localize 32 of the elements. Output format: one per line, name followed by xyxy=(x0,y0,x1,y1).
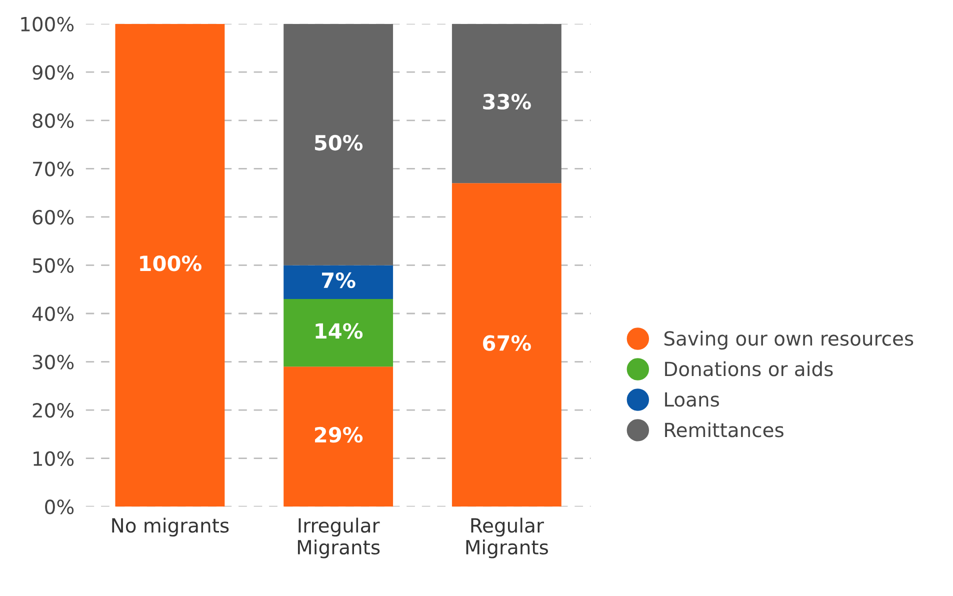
y-tick-label: 70% xyxy=(33,162,74,176)
x-tick-label: Irregular Migrants xyxy=(298,518,380,558)
bar xyxy=(452,24,562,184)
bar xyxy=(284,366,394,507)
legend-label: Saving our own resources xyxy=(664,330,914,350)
y-tick-label: 50% xyxy=(32,258,74,273)
bar xyxy=(284,265,394,300)
y-tick-label: 90% xyxy=(32,65,74,80)
x-tick-label: Regular Migrants xyxy=(466,518,548,558)
data-label: 29% xyxy=(315,426,363,443)
y-tick-label: 0% xyxy=(45,500,74,514)
data-label: 7% xyxy=(322,272,356,288)
bar xyxy=(284,299,394,367)
x-tick-label: No migrants xyxy=(112,518,229,537)
legend-label: Donations or aids xyxy=(665,361,833,376)
y-tick-label: 10% xyxy=(34,451,74,466)
y-tick-label: 100% xyxy=(21,16,74,32)
legend-label: Remittances xyxy=(665,422,784,438)
y-tick-label: 20% xyxy=(32,403,74,418)
bar xyxy=(115,24,225,507)
data-label: 100% xyxy=(140,256,202,272)
legend-label: Loans xyxy=(665,392,719,407)
y-tick-label: 30% xyxy=(32,354,74,370)
data-label: 14% xyxy=(316,323,363,339)
y-tick-label: 60% xyxy=(32,210,74,225)
data-label: 67% xyxy=(483,335,531,351)
y-tick-label: 40% xyxy=(32,306,74,322)
bar xyxy=(452,183,562,507)
bar xyxy=(284,24,394,266)
y-tick-label: 80% xyxy=(32,113,74,128)
data-label: 33% xyxy=(483,94,531,110)
data-label: 50% xyxy=(314,134,363,151)
